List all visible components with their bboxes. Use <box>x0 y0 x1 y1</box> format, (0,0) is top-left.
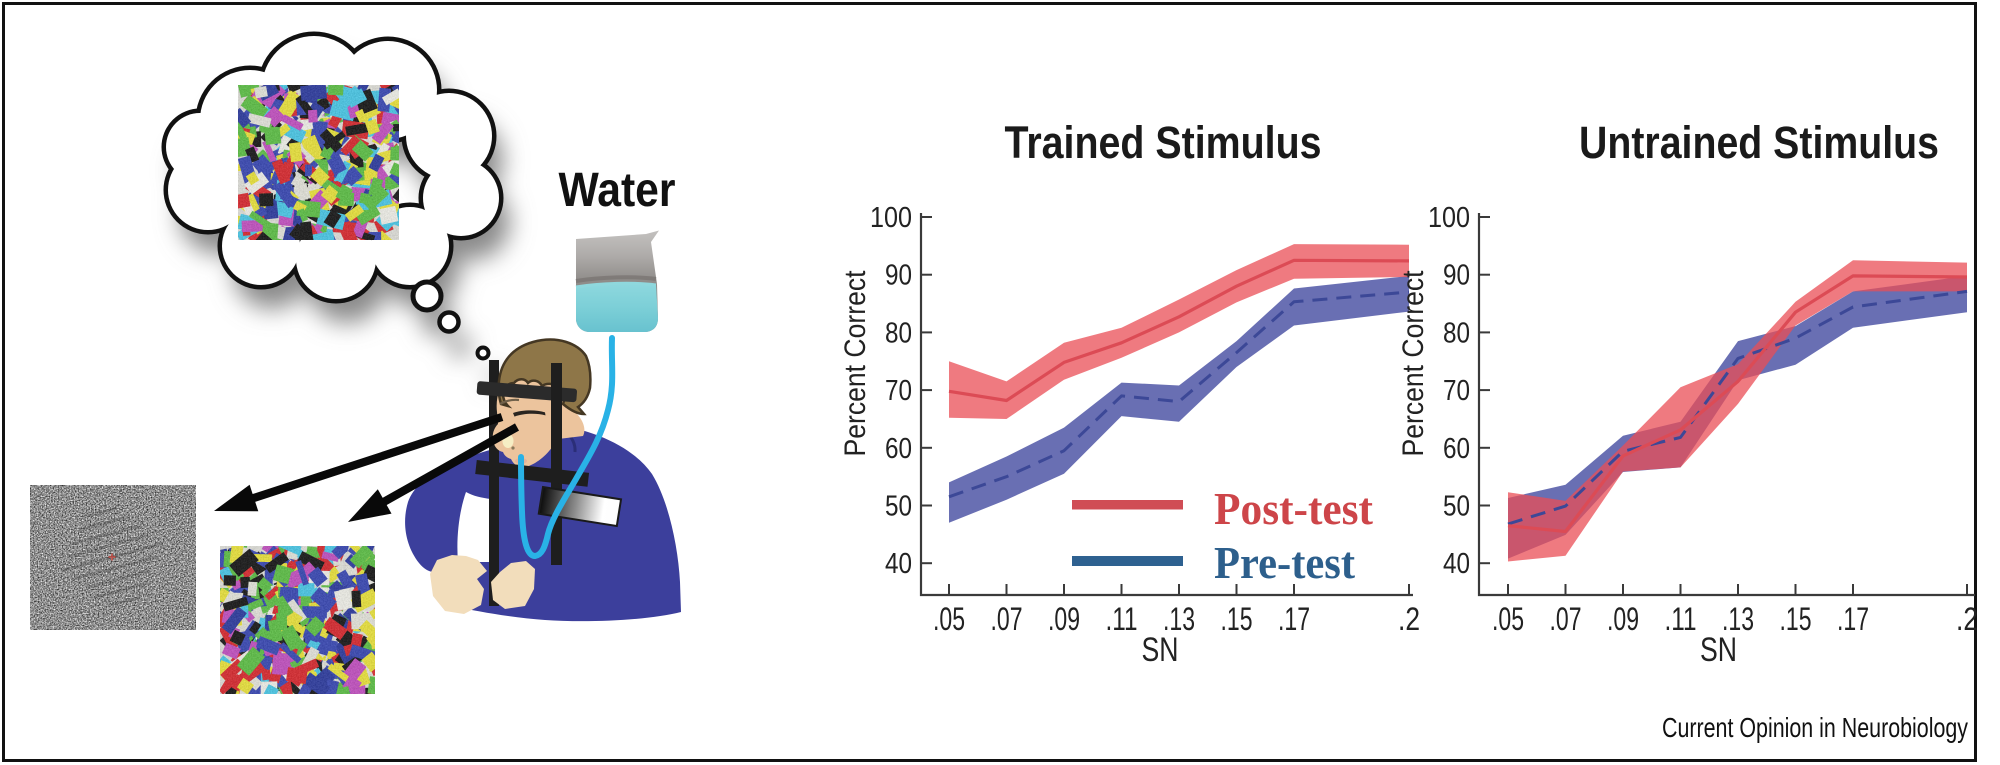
svg-text:50: 50 <box>1443 491 1470 523</box>
svg-text:70: 70 <box>885 375 912 407</box>
svg-text:.17: .17 <box>1278 601 1310 637</box>
svg-text:.13: .13 <box>1722 601 1754 637</box>
svg-text:40: 40 <box>1443 548 1470 580</box>
svg-text:.15: .15 <box>1221 601 1253 637</box>
svg-text:.17: .17 <box>1837 601 1869 637</box>
svg-text:.2: .2 <box>1398 601 1420 637</box>
svg-text:Pre-test: Pre-test <box>1214 537 1356 588</box>
svg-text:60: 60 <box>885 433 912 465</box>
svg-text:.07: .07 <box>991 601 1023 637</box>
svg-text:.05: .05 <box>933 601 965 637</box>
svg-text:70: 70 <box>1443 375 1470 407</box>
svg-text:100: 100 <box>1428 202 1470 234</box>
svg-text:.13: .13 <box>1163 601 1195 637</box>
svg-text:.09: .09 <box>1048 601 1080 637</box>
svg-text:100: 100 <box>870 202 912 234</box>
svg-text:.11: .11 <box>1106 601 1138 637</box>
svg-text:Post-test: Post-test <box>1214 483 1374 534</box>
svg-text:.09: .09 <box>1607 601 1639 637</box>
svg-text:Untrained Stimulus: Untrained Stimulus <box>1579 117 1939 168</box>
svg-text:SN: SN <box>1142 631 1179 669</box>
svg-text:.07: .07 <box>1550 601 1582 637</box>
svg-text:80: 80 <box>885 317 912 349</box>
svg-text:Water: Water <box>559 164 676 217</box>
svg-text:Trained Stimulus: Trained Stimulus <box>1005 117 1322 168</box>
svg-text:80: 80 <box>1443 317 1470 349</box>
svg-text:Percent Correct: Percent Correct <box>1397 270 1430 457</box>
svg-text:.15: .15 <box>1780 601 1812 637</box>
svg-text:90: 90 <box>885 260 912 292</box>
svg-text:40: 40 <box>885 548 912 580</box>
svg-text:Current Opinion in Neurobiolog: Current Opinion in Neurobiology <box>1662 712 1968 743</box>
svg-text:.11: .11 <box>1665 601 1697 637</box>
svg-text:SN: SN <box>1700 631 1737 669</box>
svg-text:Percent Correct: Percent Correct <box>839 270 872 457</box>
svg-text:90: 90 <box>1443 260 1470 292</box>
svg-text:.2: .2 <box>1956 601 1978 637</box>
svg-text:.05: .05 <box>1492 601 1524 637</box>
svg-text:60: 60 <box>1443 433 1470 465</box>
svg-text:50: 50 <box>885 491 912 523</box>
